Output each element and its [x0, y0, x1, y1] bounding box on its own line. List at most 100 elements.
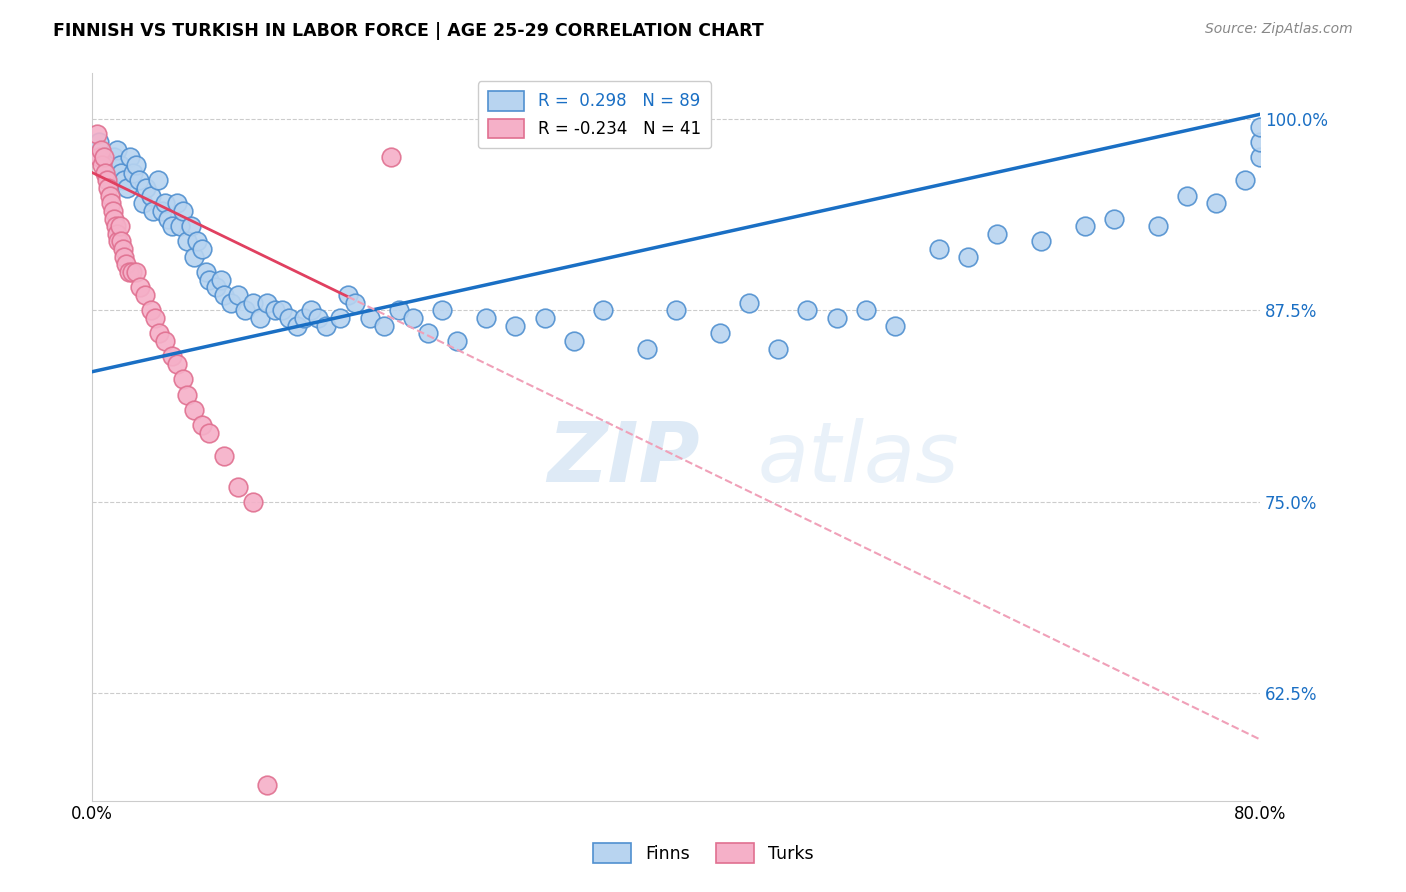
- Point: [219, 295, 242, 310]
- Point: [125, 158, 148, 172]
- Point: [446, 334, 468, 348]
- Point: [89, 135, 111, 149]
- Point: [205, 280, 228, 294]
- Point: [249, 311, 271, 326]
- Point: [1146, 219, 1168, 234]
- Point: [212, 449, 235, 463]
- Point: [90, 143, 112, 157]
- Point: [139, 188, 162, 202]
- Point: [315, 318, 337, 333]
- Point: [278, 311, 301, 326]
- Point: [562, 334, 585, 348]
- Point: [183, 250, 205, 264]
- Point: [505, 318, 527, 333]
- Point: [162, 350, 184, 364]
- Point: [359, 311, 381, 326]
- Point: [299, 303, 322, 318]
- Point: [139, 303, 162, 318]
- Point: [169, 219, 191, 234]
- Point: [190, 242, 212, 256]
- Point: [665, 303, 688, 318]
- Point: [180, 219, 202, 234]
- Point: [105, 143, 128, 157]
- Point: [146, 173, 169, 187]
- Point: [96, 158, 118, 172]
- Point: [343, 295, 366, 310]
- Point: [986, 227, 1008, 241]
- Point: [103, 211, 125, 226]
- Point: [142, 203, 165, 218]
- Point: [271, 303, 294, 318]
- Point: [135, 181, 157, 195]
- Text: Source: ZipAtlas.com: Source: ZipAtlas.com: [1205, 22, 1353, 37]
- Point: [226, 288, 249, 302]
- Point: [86, 128, 108, 142]
- Point: [796, 303, 818, 318]
- Point: [533, 311, 555, 326]
- Point: [380, 150, 402, 164]
- Legend: Finns, Turks: Finns, Turks: [586, 836, 820, 870]
- Point: [198, 273, 221, 287]
- Point: [198, 425, 221, 440]
- Point: [107, 235, 129, 249]
- Point: [111, 242, 134, 256]
- Point: [166, 196, 188, 211]
- Point: [416, 326, 439, 341]
- Point: [766, 342, 789, 356]
- Point: [592, 303, 614, 318]
- Point: [112, 250, 135, 264]
- Point: [107, 173, 129, 187]
- Point: [143, 311, 166, 326]
- Point: [176, 235, 198, 249]
- Point: [103, 150, 125, 164]
- Point: [1205, 196, 1227, 211]
- Point: [242, 495, 264, 509]
- Point: [956, 250, 979, 264]
- Point: [1175, 188, 1198, 202]
- Text: FINNISH VS TURKISH IN LABOR FORCE | AGE 25-29 CORRELATION CHART: FINNISH VS TURKISH IN LABOR FORCE | AGE …: [53, 22, 765, 40]
- Point: [402, 311, 425, 326]
- Point: [153, 196, 176, 211]
- Point: [256, 295, 278, 310]
- Point: [825, 311, 848, 326]
- Point: [884, 318, 907, 333]
- Point: [1249, 120, 1271, 134]
- Point: [134, 288, 156, 302]
- Point: [166, 357, 188, 371]
- Point: [209, 273, 232, 287]
- Point: [112, 173, 135, 187]
- Point: [1249, 135, 1271, 149]
- Point: [636, 342, 658, 356]
- Point: [132, 196, 155, 211]
- Point: [1073, 219, 1095, 234]
- Point: [93, 150, 115, 164]
- Point: [105, 227, 128, 241]
- Point: [122, 165, 145, 179]
- Point: [91, 158, 114, 172]
- Point: [1249, 150, 1271, 164]
- Point: [709, 326, 731, 341]
- Point: [263, 303, 285, 318]
- Point: [1234, 173, 1257, 187]
- Point: [114, 257, 136, 271]
- Point: [100, 173, 122, 187]
- Point: [226, 479, 249, 493]
- Point: [157, 211, 180, 226]
- Point: [100, 196, 122, 211]
- Point: [153, 334, 176, 348]
- Point: [256, 778, 278, 792]
- Point: [186, 235, 208, 249]
- Point: [242, 295, 264, 310]
- Point: [172, 372, 194, 386]
- Point: [118, 265, 141, 279]
- Point: [97, 181, 120, 195]
- Point: [195, 265, 218, 279]
- Point: [121, 265, 143, 279]
- Point: [183, 403, 205, 417]
- Point: [125, 265, 148, 279]
- Point: [292, 311, 315, 326]
- Text: ZIP: ZIP: [547, 418, 700, 500]
- Point: [855, 303, 877, 318]
- Point: [108, 219, 131, 234]
- Point: [190, 418, 212, 433]
